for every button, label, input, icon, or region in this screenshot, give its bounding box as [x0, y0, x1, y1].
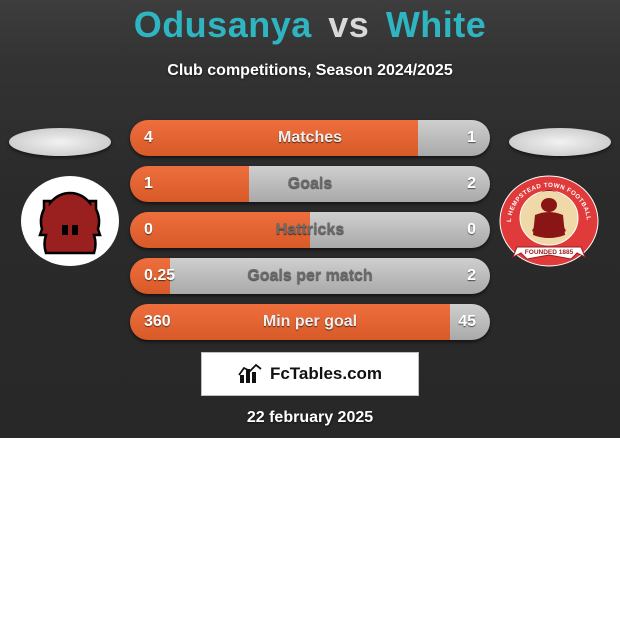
stat-row: Goals1 2	[130, 166, 490, 202]
tower-crest-icon	[20, 175, 120, 267]
club-crest-left	[20, 175, 120, 267]
stat-value-left: 0.25	[144, 258, 175, 294]
stat-value-right: 0	[467, 212, 476, 248]
stat-value-left: 4	[144, 120, 153, 156]
subtitle: Club competitions, Season 2024/2025	[0, 62, 620, 80]
player2-avatar-placeholder	[509, 128, 611, 156]
date-label: 22 february 2025	[0, 409, 620, 427]
stat-label: Hattricks	[130, 212, 490, 248]
svg-text:FOUNDED 1885: FOUNDED 1885	[525, 249, 574, 256]
club-crest-right: HEMEL HEMPSTEAD TOWN FOOTBALL CLUB FOUND…	[499, 175, 599, 267]
hemel-crest-icon: HEMEL HEMPSTEAD TOWN FOOTBALL CLUB FOUND…	[499, 175, 599, 267]
stats-rows: Matches41Goals12Hattricks00Goals per mat…	[130, 120, 490, 350]
stat-row: Goals per match0.25 2	[130, 258, 490, 294]
stat-value-left: 1	[144, 166, 153, 202]
stat-row: Min per goal360 45	[130, 304, 490, 340]
stat-value-right: 2	[467, 166, 476, 202]
title-player2: White	[386, 4, 486, 45]
bar-chart-icon	[238, 363, 262, 385]
stat-row: Matches4 1	[130, 120, 490, 156]
fctables-badge[interactable]: FcTables.com	[201, 352, 419, 396]
stat-value-left: 0	[144, 212, 153, 248]
fctables-label: FcTables.com	[270, 364, 382, 384]
stat-value-right: 1	[467, 120, 476, 156]
stat-value-right: 45	[458, 304, 476, 340]
stat-value-left: 360	[144, 304, 171, 340]
stat-value-right: 2	[467, 258, 476, 294]
title-player1: Odusanya	[134, 4, 312, 45]
stat-label: Goals per match	[130, 258, 490, 294]
player1-avatar-placeholder	[9, 128, 111, 156]
stat-label: Matches	[130, 120, 490, 156]
page-title: Odusanya vs White	[0, 4, 620, 46]
stat-label: Goals	[130, 166, 490, 202]
stat-row: Hattricks0 0	[130, 212, 490, 248]
stat-label: Min per goal	[130, 304, 490, 340]
title-vs: vs	[328, 4, 369, 45]
